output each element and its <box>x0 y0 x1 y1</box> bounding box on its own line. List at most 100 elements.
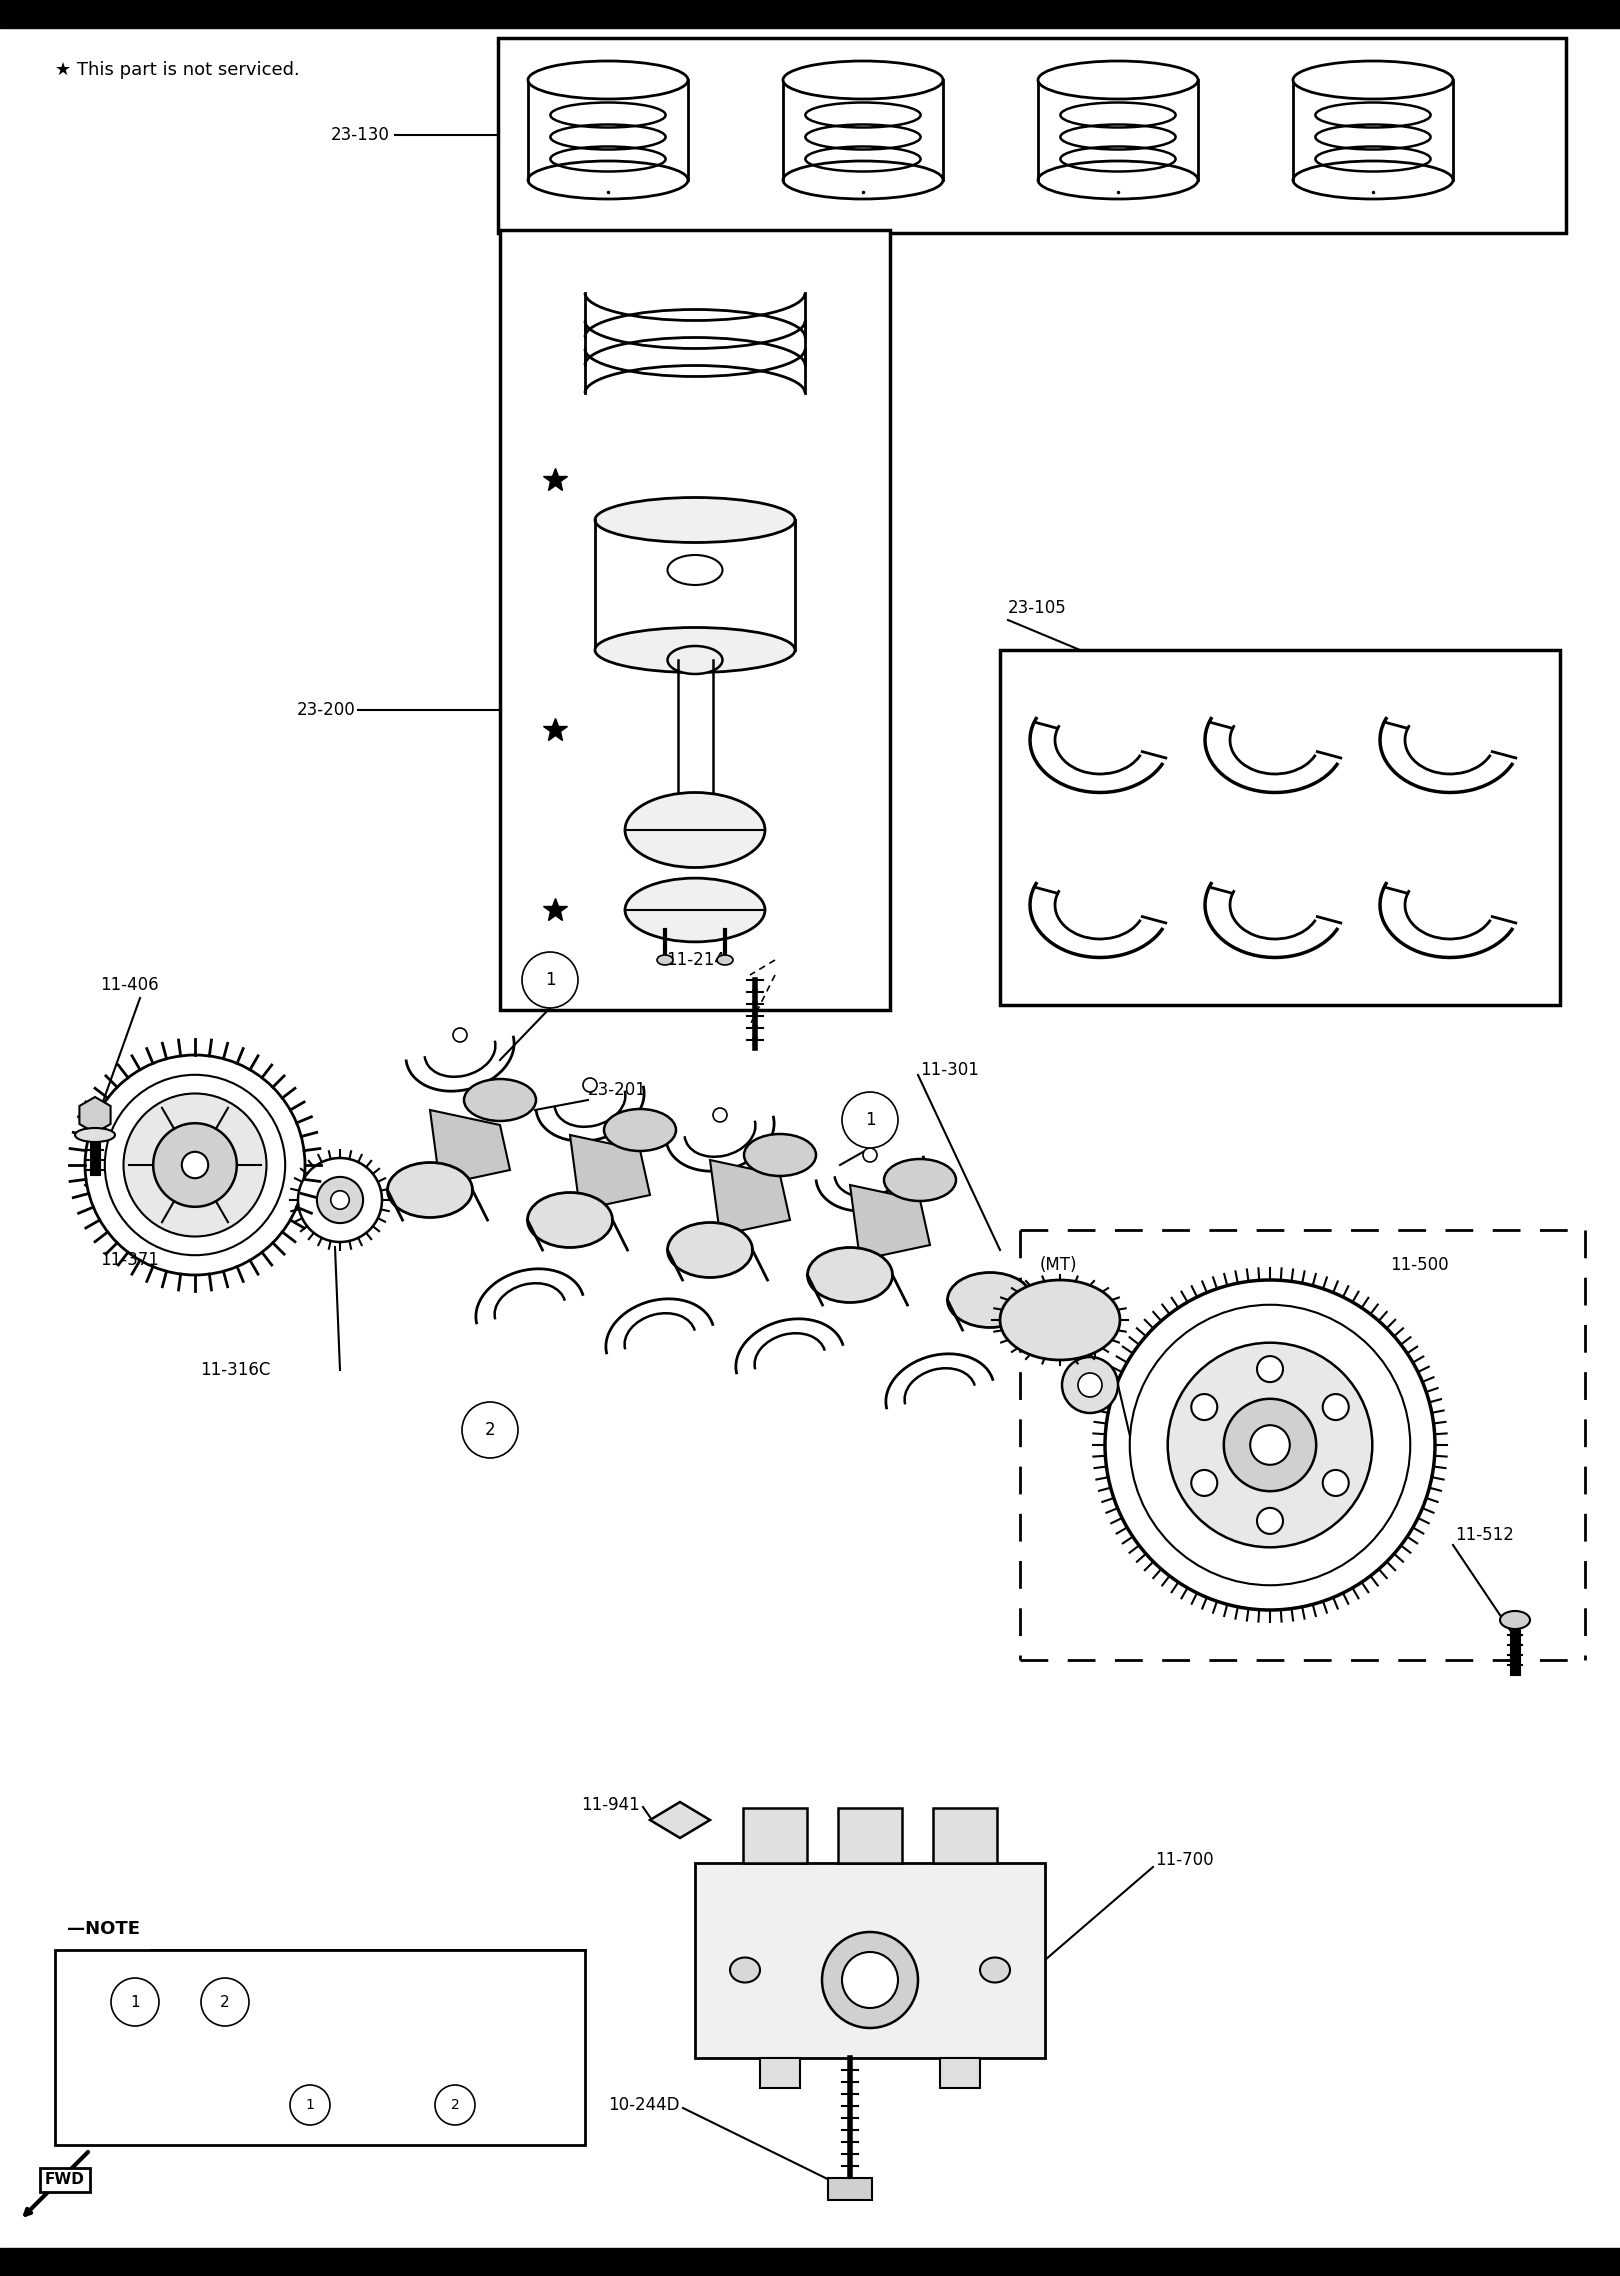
Text: ★ This part is not serviced.: ★ This part is not serviced. <box>55 61 300 80</box>
Text: 1: 1 <box>544 972 556 990</box>
Text: 11-500: 11-500 <box>1390 1256 1448 1275</box>
Text: 10-244D: 10-244D <box>609 2096 680 2114</box>
Circle shape <box>201 1978 249 2026</box>
Text: 11-941: 11-941 <box>582 1796 640 1814</box>
Circle shape <box>1223 1400 1315 1491</box>
Polygon shape <box>570 1136 650 1211</box>
Text: 11-371: 11-371 <box>100 1252 159 1270</box>
Text: 23-130: 23-130 <box>330 125 390 143</box>
Ellipse shape <box>528 162 688 198</box>
Text: 1: 1 <box>130 1994 139 2010</box>
Text: 11-406: 11-406 <box>100 976 159 995</box>
Circle shape <box>1191 1470 1217 1495</box>
Text: 2: 2 <box>484 1420 496 1438</box>
Ellipse shape <box>1000 1279 1119 1361</box>
Ellipse shape <box>1500 1611 1529 1630</box>
Circle shape <box>318 1177 363 1222</box>
Circle shape <box>1168 1343 1372 1548</box>
Polygon shape <box>79 1097 110 1133</box>
Text: FWD: FWD <box>45 2174 84 2187</box>
Ellipse shape <box>604 1108 676 1152</box>
Text: ···: ··· <box>172 1994 188 2012</box>
Text: 1: 1 <box>306 2098 314 2112</box>
Ellipse shape <box>667 555 723 585</box>
Circle shape <box>123 1092 267 1236</box>
Ellipse shape <box>528 1193 612 1247</box>
Text: 11-301: 11-301 <box>920 1061 978 1079</box>
Text: 23-201: 23-201 <box>588 1081 646 1099</box>
Ellipse shape <box>625 792 765 867</box>
Circle shape <box>1191 1393 1217 1420</box>
Ellipse shape <box>1038 162 1199 198</box>
Text: 11-214: 11-214 <box>666 951 726 970</box>
Circle shape <box>713 1108 727 1122</box>
Polygon shape <box>429 1111 510 1186</box>
Circle shape <box>522 951 578 1008</box>
Circle shape <box>1324 1393 1349 1420</box>
Circle shape <box>290 2085 330 2126</box>
Ellipse shape <box>731 1957 760 1982</box>
Circle shape <box>454 1029 467 1042</box>
Text: 23-105: 23-105 <box>1008 599 1066 617</box>
Text: 11-700: 11-700 <box>1155 1850 1213 1869</box>
Ellipse shape <box>1293 162 1453 198</box>
Ellipse shape <box>625 879 765 942</box>
Circle shape <box>863 1147 876 1163</box>
Circle shape <box>583 1079 598 1092</box>
Bar <box>55 1951 585 2144</box>
Text: .: . <box>480 2096 486 2114</box>
Circle shape <box>1105 1279 1435 1609</box>
Ellipse shape <box>463 1079 536 1122</box>
Circle shape <box>154 1122 237 1206</box>
Text: 1: 1 <box>865 1111 875 1129</box>
Circle shape <box>1257 1509 1283 1534</box>
Bar <box>501 230 889 1011</box>
Circle shape <box>112 1978 159 2026</box>
Ellipse shape <box>807 1247 893 1302</box>
Bar <box>1000 651 1560 1006</box>
Ellipse shape <box>718 956 732 965</box>
Ellipse shape <box>782 162 943 198</box>
Text: THROUGH: THROUGH <box>337 2098 416 2112</box>
Bar <box>940 2058 980 2087</box>
Ellipse shape <box>885 1158 956 1202</box>
Circle shape <box>84 1056 305 1275</box>
Text: 11-303: 11-303 <box>1040 1329 1098 1347</box>
Bar <box>760 2058 800 2087</box>
Ellipse shape <box>658 956 672 965</box>
Circle shape <box>298 1158 382 1243</box>
Circle shape <box>1077 1372 1102 1397</box>
Circle shape <box>1324 1470 1349 1495</box>
Circle shape <box>436 2085 475 2126</box>
Text: (MT): (MT) <box>1040 1256 1077 1275</box>
Text: 11-316C: 11-316C <box>199 1361 271 1379</box>
Ellipse shape <box>782 61 943 98</box>
Text: FIGURE NUMBERS: FIGURE NUMBERS <box>75 2098 204 2112</box>
Circle shape <box>1251 1425 1290 1466</box>
Polygon shape <box>850 1186 930 1261</box>
Ellipse shape <box>1293 61 1453 98</box>
Circle shape <box>462 1402 518 1459</box>
Text: 11-512: 11-512 <box>1455 1525 1513 1543</box>
Bar <box>695 1862 1045 2058</box>
Ellipse shape <box>667 1222 753 1277</box>
Bar <box>933 1807 996 1862</box>
Ellipse shape <box>980 1957 1009 1982</box>
Ellipse shape <box>387 1163 473 1218</box>
Ellipse shape <box>667 646 723 674</box>
Ellipse shape <box>595 628 795 671</box>
Polygon shape <box>710 1161 791 1236</box>
Text: 2: 2 <box>450 2098 460 2112</box>
Ellipse shape <box>744 1133 816 1177</box>
Bar <box>828 2178 872 2199</box>
Bar <box>744 1807 807 1862</box>
Text: THE D-CODE OF  23-151  CONSISTS OF: THE D-CODE OF 23-151 CONSISTS OF <box>75 2051 345 2064</box>
Circle shape <box>1063 1356 1118 1413</box>
Bar <box>838 1807 902 1862</box>
Text: ⇒ 23-151: ⇒ 23-151 <box>259 1994 345 2012</box>
Circle shape <box>330 1190 350 1209</box>
Circle shape <box>842 1092 897 1147</box>
Ellipse shape <box>595 498 795 542</box>
Text: 2: 2 <box>220 1994 230 2010</box>
Circle shape <box>842 1953 897 2007</box>
